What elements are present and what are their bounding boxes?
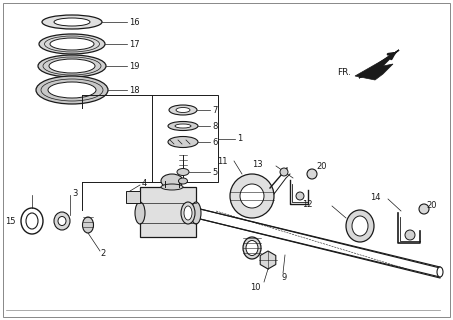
Text: 5: 5: [212, 167, 217, 177]
Polygon shape: [355, 52, 397, 80]
Ellipse shape: [178, 178, 188, 184]
Ellipse shape: [49, 59, 95, 73]
Text: 15: 15: [5, 217, 15, 226]
Polygon shape: [359, 50, 399, 78]
Ellipse shape: [184, 206, 192, 220]
Ellipse shape: [437, 267, 443, 277]
Text: 19: 19: [129, 61, 140, 70]
Ellipse shape: [246, 241, 258, 255]
Ellipse shape: [39, 34, 105, 54]
Ellipse shape: [169, 105, 197, 115]
Circle shape: [296, 192, 304, 200]
Ellipse shape: [181, 202, 195, 224]
Text: 3: 3: [72, 188, 77, 197]
Ellipse shape: [82, 217, 93, 233]
Text: 13: 13: [252, 159, 263, 169]
Ellipse shape: [38, 55, 106, 77]
Bar: [126, 191, 140, 203]
Ellipse shape: [36, 76, 108, 104]
Text: 1: 1: [237, 134, 242, 143]
Circle shape: [280, 168, 288, 176]
Ellipse shape: [26, 213, 38, 229]
Text: FR.: FR.: [337, 68, 351, 76]
Ellipse shape: [58, 217, 66, 226]
Text: 17: 17: [129, 39, 140, 49]
Circle shape: [405, 230, 415, 240]
Circle shape: [240, 184, 264, 208]
Text: 14: 14: [370, 193, 381, 202]
Ellipse shape: [135, 202, 145, 224]
Text: 2: 2: [100, 249, 105, 258]
Ellipse shape: [191, 202, 201, 224]
Circle shape: [419, 204, 429, 214]
Circle shape: [230, 174, 274, 218]
Ellipse shape: [168, 122, 198, 131]
Text: 12: 12: [302, 199, 313, 209]
Text: 7: 7: [212, 106, 217, 115]
Bar: [152, 95, 218, 182]
Ellipse shape: [175, 124, 191, 128]
Bar: [140, 187, 196, 237]
Ellipse shape: [161, 184, 183, 190]
Text: 4: 4: [142, 179, 147, 188]
Ellipse shape: [54, 212, 70, 230]
Text: 18: 18: [129, 85, 140, 94]
Ellipse shape: [177, 169, 189, 175]
Ellipse shape: [48, 82, 96, 98]
Text: 20: 20: [316, 162, 327, 171]
Ellipse shape: [50, 38, 94, 50]
Ellipse shape: [176, 108, 190, 113]
Ellipse shape: [346, 210, 374, 242]
Text: 9: 9: [281, 273, 286, 282]
Circle shape: [307, 169, 317, 179]
Ellipse shape: [161, 174, 183, 188]
Text: 11: 11: [217, 156, 227, 165]
Text: 20: 20: [426, 201, 437, 210]
Ellipse shape: [42, 15, 102, 29]
Polygon shape: [260, 251, 276, 269]
Text: 10: 10: [250, 284, 260, 292]
Text: 6: 6: [212, 138, 217, 147]
Text: 16: 16: [129, 18, 140, 27]
Ellipse shape: [243, 237, 261, 259]
Ellipse shape: [352, 216, 368, 236]
Ellipse shape: [168, 137, 198, 148]
Ellipse shape: [54, 18, 90, 26]
Text: 8: 8: [212, 122, 217, 131]
